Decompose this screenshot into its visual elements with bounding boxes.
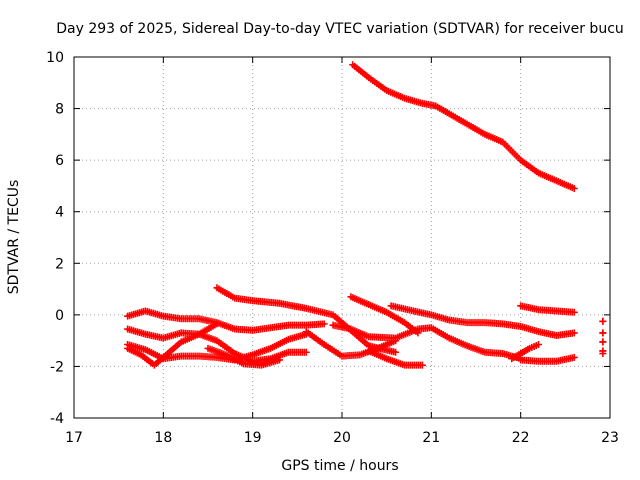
- series-track-high: [349, 61, 578, 193]
- series-track-g: [124, 330, 310, 364]
- x-tick-label: 22: [512, 430, 530, 446]
- data-point: [535, 341, 543, 349]
- grid: [74, 57, 610, 418]
- series-track-k: [329, 321, 525, 363]
- data-point: [570, 329, 578, 337]
- data-point: [599, 338, 607, 346]
- series-track-i: [204, 344, 283, 369]
- chart-title: Day 293 of 2025, Sidereal Day-to-day VTE…: [56, 21, 624, 37]
- x-tick-label: 23: [601, 430, 619, 446]
- data-point: [570, 353, 578, 361]
- data-point: [275, 356, 283, 364]
- x-tick-label: 17: [65, 430, 83, 446]
- series-track-l: [365, 347, 426, 369]
- data-series: [124, 61, 607, 369]
- series-track-o: [599, 317, 607, 358]
- data-point: [599, 317, 607, 325]
- series-track-n: [508, 341, 543, 363]
- y-tick-label: -2: [50, 359, 64, 375]
- data-point: [599, 350, 607, 358]
- data-point: [418, 361, 426, 369]
- x-axis-label: GPS time / hours: [281, 458, 398, 474]
- x-tick-label: 20: [333, 430, 351, 446]
- data-point: [213, 320, 221, 328]
- series-track-h: [124, 320, 221, 369]
- y-tick-label: 10: [46, 50, 64, 66]
- data-point: [320, 320, 328, 328]
- axis-ticks: 17 18 19 20 21 22 23 -4 -2 0 2 4 6 8 10: [46, 50, 619, 446]
- y-tick-label: 2: [55, 256, 64, 272]
- data-point: [392, 348, 400, 356]
- data-point: [570, 185, 578, 193]
- series-track-m: [517, 353, 578, 365]
- x-tick-label: 19: [244, 430, 262, 446]
- data-point: [302, 348, 310, 356]
- plot-frame: [73, 56, 611, 419]
- y-tick-label: 0: [55, 308, 64, 324]
- y-tick-label: 4: [55, 205, 64, 221]
- x-tick-label: 18: [154, 430, 172, 446]
- y-axis-label: SDTVAR / TECUs: [6, 180, 22, 295]
- series-track-b: [347, 293, 422, 337]
- series-track-c: [387, 302, 578, 339]
- y-tick-label: 6: [55, 153, 64, 169]
- data-point: [599, 329, 607, 337]
- series-track-e: [124, 307, 328, 334]
- series-track-d: [517, 302, 578, 316]
- data-point: [570, 308, 578, 316]
- y-tick-label: -4: [50, 411, 64, 427]
- y-tick-label: 8: [55, 102, 64, 118]
- series-track-j: [302, 328, 400, 360]
- series-track-a: [213, 284, 400, 356]
- x-tick-label: 21: [422, 430, 440, 446]
